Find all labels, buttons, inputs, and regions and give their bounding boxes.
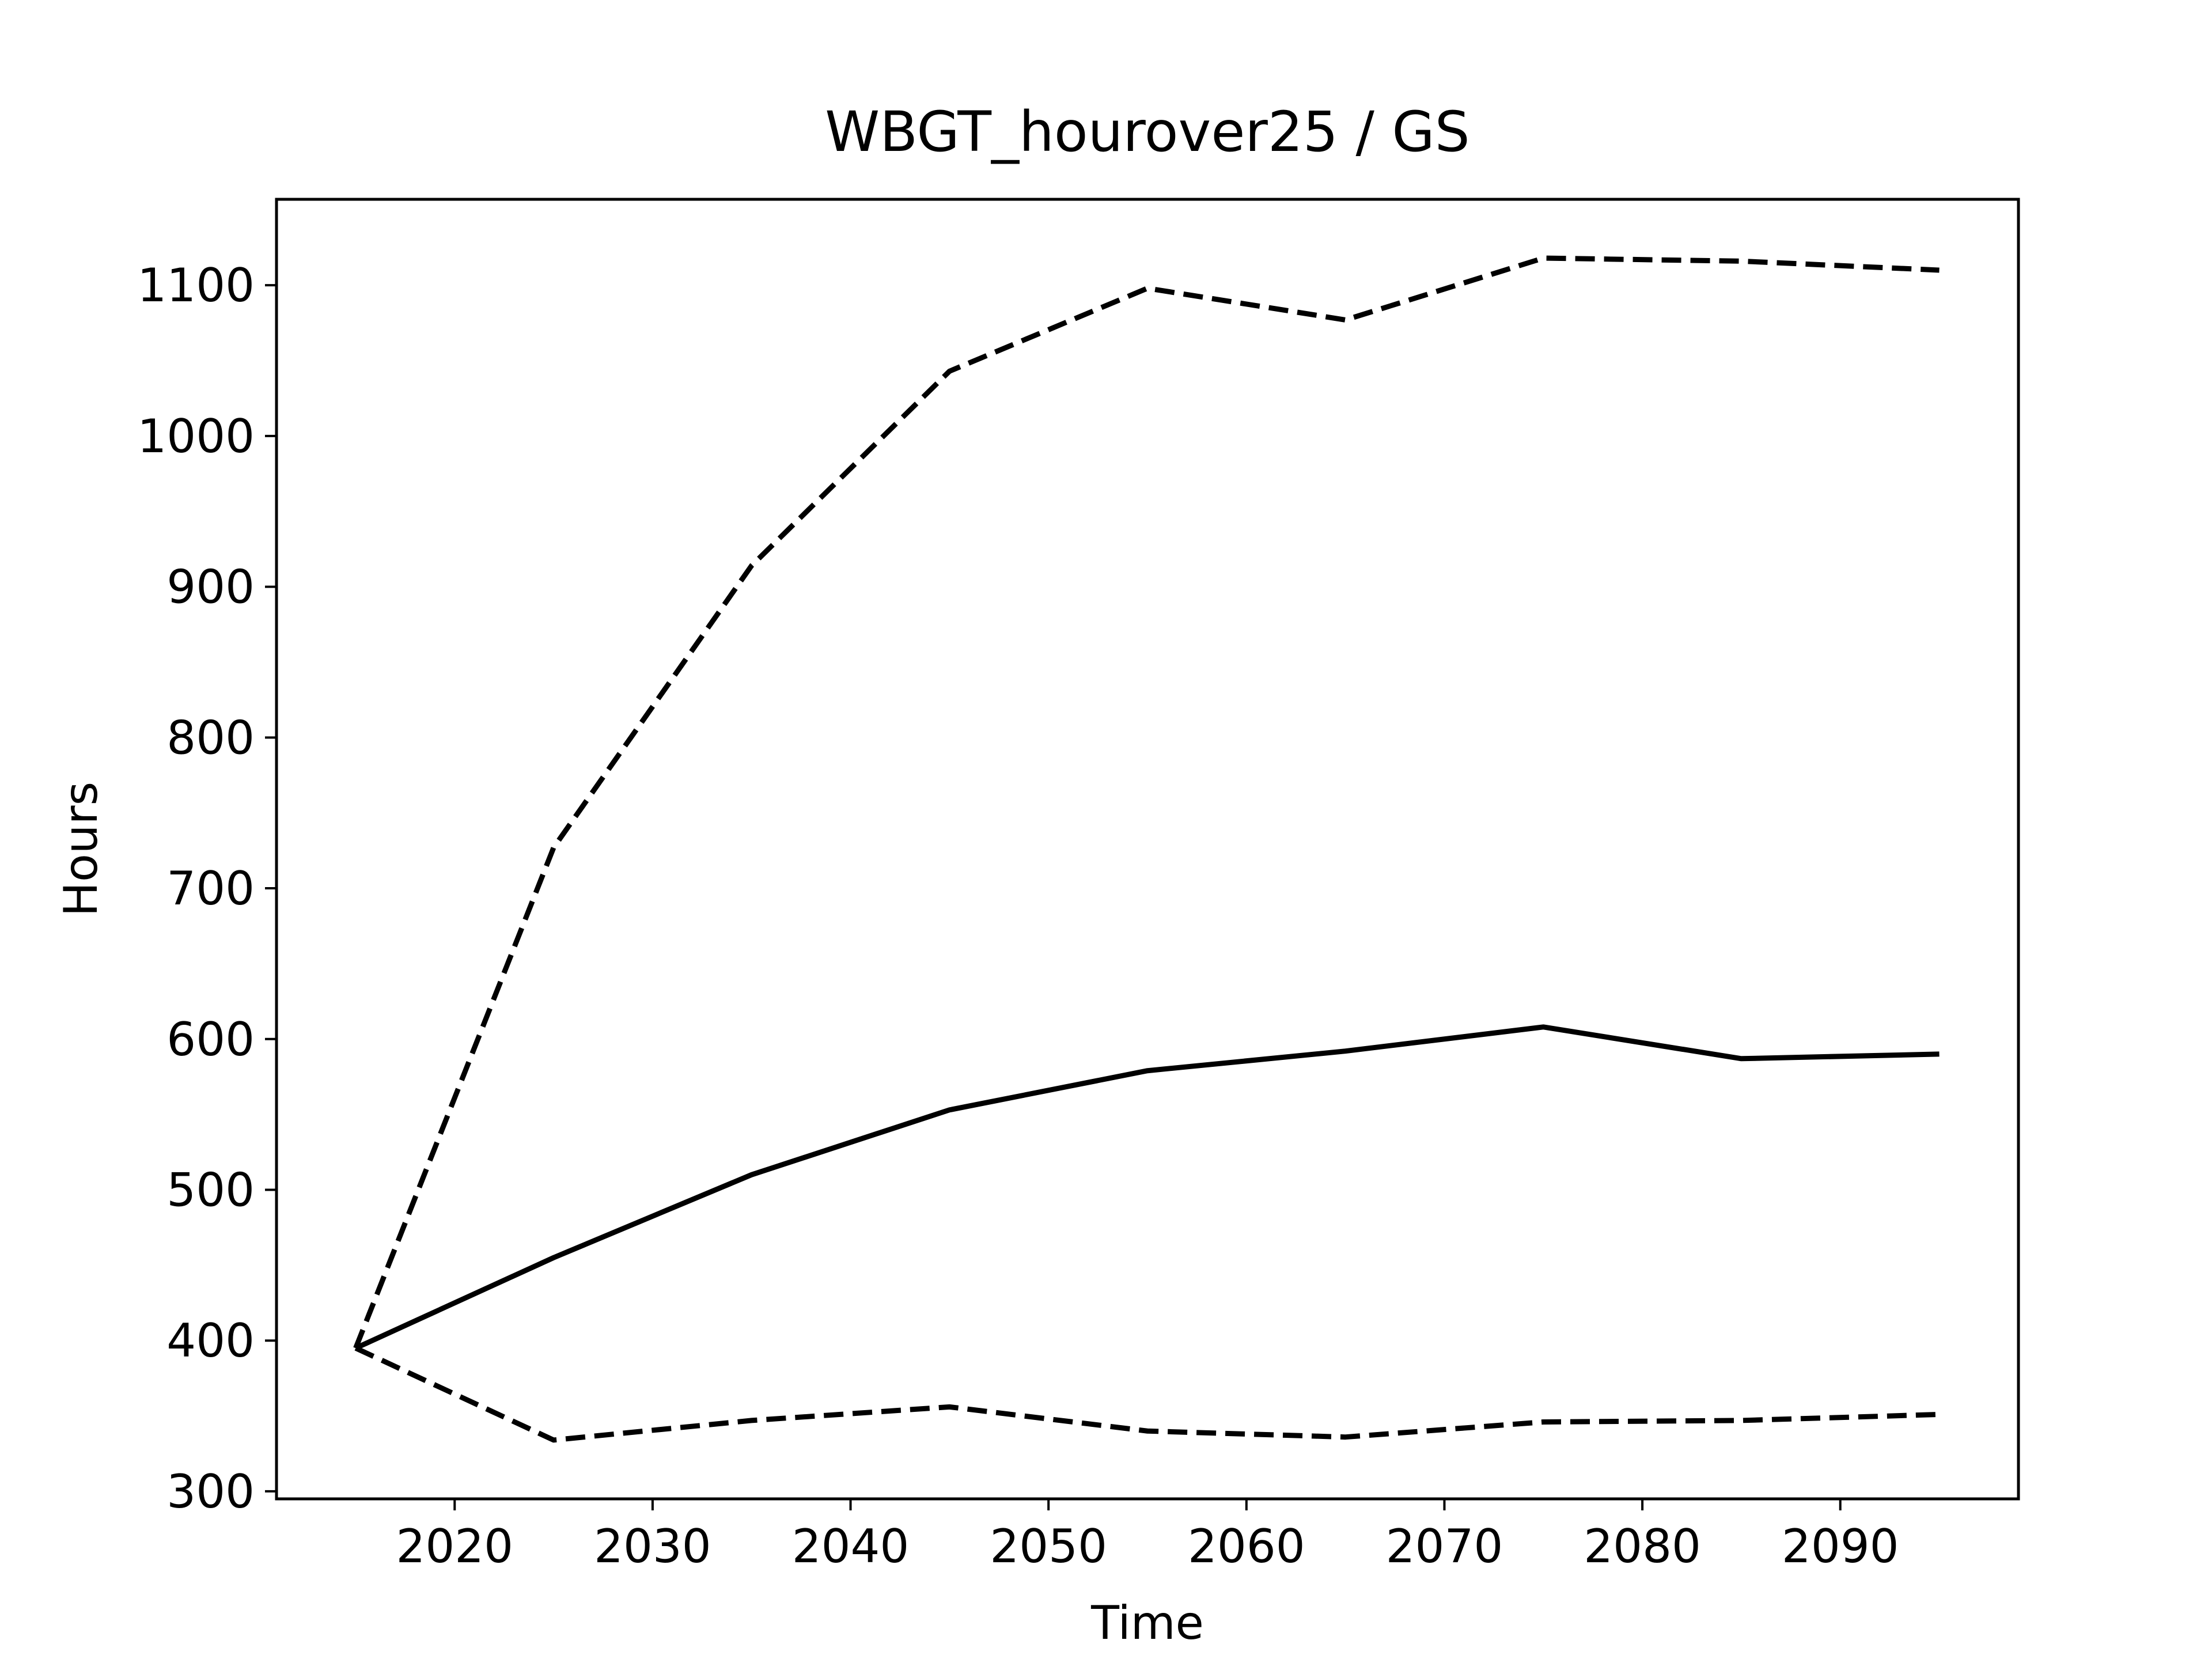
x-tick-label: 2050	[990, 1520, 1107, 1573]
y-tick-label: 1100	[137, 259, 255, 312]
y-tick-label: 700	[166, 862, 255, 915]
x-axis-label: Time	[1090, 1596, 1204, 1650]
y-axis-label: Hours	[54, 782, 108, 916]
y-axis: 300 400 500 600 700 800 900 1000 1100	[137, 259, 276, 1518]
y-tick-label: 900	[166, 560, 255, 614]
x-tick-label: 2020	[396, 1520, 513, 1573]
y-tick-label: 800	[166, 711, 255, 764]
y-tick-label: 500	[166, 1163, 255, 1217]
plot-frame	[275, 198, 2020, 1501]
series-line-2	[354, 1024, 1940, 1351]
y-tick-label: 1000	[137, 410, 255, 463]
series-line-3	[354, 1346, 1940, 1443]
chart-title: WBGT_hourover25 / GS	[825, 100, 1469, 164]
y-tick-label: 300	[166, 1465, 255, 1518]
y-tick-label: 400	[166, 1314, 255, 1368]
x-axis: 2020 2030 2040 2050 2060 2070 2080 2090	[396, 1499, 1899, 1573]
series-line-1	[353, 255, 1940, 1349]
x-tick-label: 2060	[1188, 1520, 1305, 1573]
x-tick-label: 2090	[1782, 1520, 1899, 1573]
x-tick-label: 2030	[594, 1520, 711, 1573]
y-tick-label: 600	[166, 1013, 255, 1066]
x-tick-label: 2080	[1584, 1520, 1701, 1573]
x-tick-label: 2070	[1386, 1520, 1503, 1573]
x-tick-label: 2040	[792, 1520, 910, 1573]
plot-area	[353, 255, 1940, 1443]
